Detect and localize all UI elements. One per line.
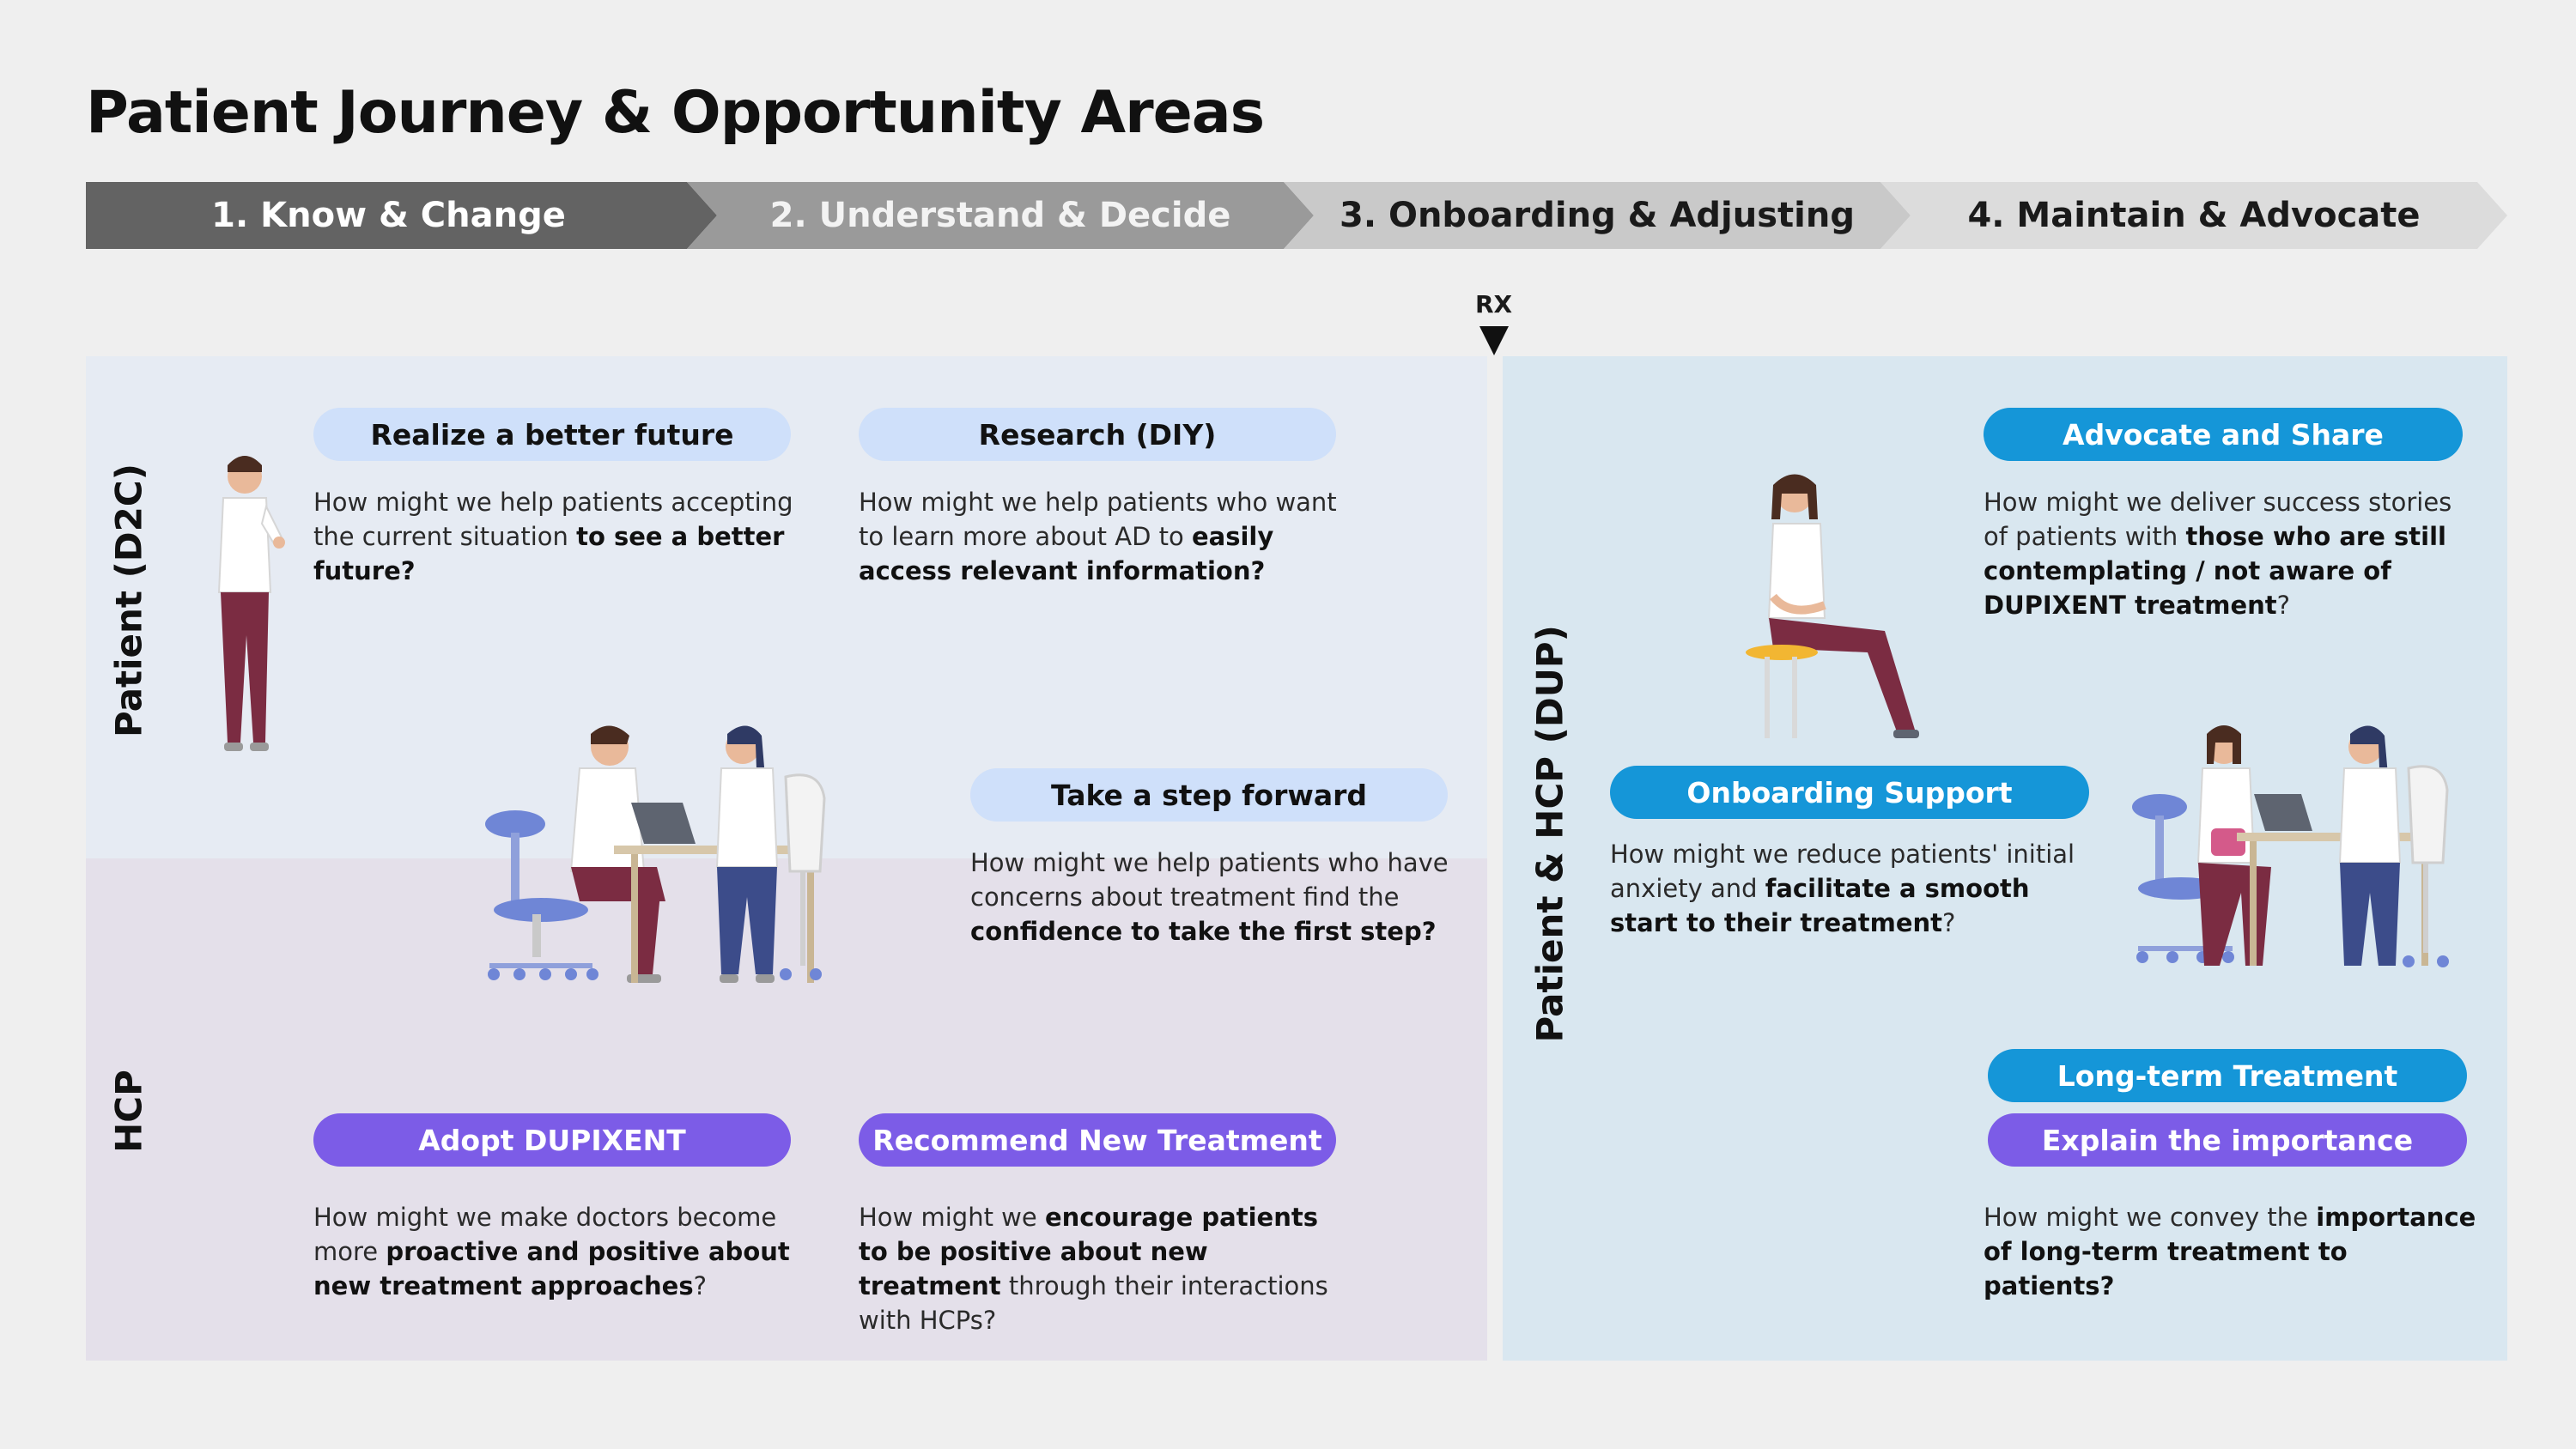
phase-2-shape <box>687 182 1314 249</box>
row-label-patient: Patient (D2C) <box>107 464 150 737</box>
rx-arrow-icon <box>1479 326 1509 355</box>
research-desc-text: How might we help patients who want to l… <box>859 488 1337 551</box>
recommend-desc-bold: encourage patients to be positive about … <box>859 1203 1318 1300</box>
longterm-desc-text: How might we convey the <box>1984 1203 2317 1232</box>
onboarding-pill: Onboarding Support <box>1610 766 2089 819</box>
adopt-desc-bold: proactive and positive about new treatme… <box>313 1237 790 1300</box>
research-pill: Research (DIY) <box>859 408 1336 461</box>
realize-desc: How might we help patients accepting the… <box>313 485 803 588</box>
phase-4-label: 4. Maintain & Advocate <box>1967 196 2421 235</box>
recommend-desc: How might we encourage patients to be po… <box>859 1200 1340 1337</box>
onboarding-desc-end: ? <box>1942 908 1956 937</box>
onboarding-desc: How might we reduce patients' initial an… <box>1610 837 2099 940</box>
seated-woman-illustration <box>1746 474 1919 738</box>
longterm-pill: Long-term Treatment <box>1988 1049 2467 1102</box>
recommend-desc-text: How might we <box>859 1203 1045 1232</box>
rx-label: RX <box>1475 290 1513 318</box>
longterm-desc: How might we convey the importance of lo… <box>1984 1200 2482 1303</box>
step-desc: How might we help patients who have conc… <box>970 846 1468 949</box>
realize-pill: Realize a better future <box>313 408 791 461</box>
adopt-desc-text: How might we make doctors become more <box>313 1203 777 1266</box>
row-label-hcp: HCP <box>107 1070 150 1153</box>
phase-2: 2. Understand & Decide <box>687 182 1314 249</box>
right-consultation-illustration <box>2132 725 2449 967</box>
recommend-desc-end: through their interactions with HCPs? <box>859 1271 1328 1335</box>
realize-desc-text: How might we help patients accepting the… <box>313 488 793 551</box>
page-title: Patient Journey & Opportunity Areas <box>86 79 1265 147</box>
explain-pill: Explain the importance <box>1988 1113 2467 1167</box>
longterm-desc-bold: importance of long-term treatment to pat… <box>1984 1203 2476 1300</box>
step-pill: Take a step forward <box>970 768 1448 822</box>
adopt-pill: Adopt DUPIXENT <box>313 1113 791 1167</box>
consultation-illustration <box>485 725 826 983</box>
advocate-desc-end: ? <box>2276 591 2291 620</box>
phase-1-shape <box>86 182 717 249</box>
phase-1-label: 1. Know & Change <box>211 196 566 235</box>
advocate-desc-text: How might we deliver success stories of … <box>1984 488 2452 551</box>
advocate-pill: Advocate and Share <box>1984 408 2463 461</box>
adopt-desc-end: ? <box>693 1271 708 1300</box>
onboarding-desc-text: How might we reduce patients' initial an… <box>1610 840 2075 903</box>
step-desc-bold: confidence to take the first step? <box>970 917 1437 946</box>
phase-2-label: 2. Understand & Decide <box>769 196 1231 235</box>
phase-3: 3. Onboarding & Adjusting <box>1284 182 1911 249</box>
research-desc: How might we help patients who want to l… <box>859 485 1340 588</box>
phase-4-shape <box>1880 182 2507 249</box>
advocate-desc-bold: those who are still contemplating / not … <box>1984 522 2446 620</box>
advocate-desc: How might we deliver success stories of … <box>1984 485 2482 622</box>
phase-3-label: 3. Onboarding & Adjusting <box>1340 196 1855 235</box>
recommend-pill: Recommend New Treatment <box>859 1113 1336 1167</box>
phase-1: 1. Know & Change <box>86 182 717 249</box>
row-label-right: Patient & HCP (DUP) <box>1528 625 1571 1043</box>
hcp-row-panel <box>86 858 1487 1361</box>
phase-4: 4. Maintain & Advocate <box>1880 182 2507 249</box>
onboarding-desc-bold: facilitate a smooth start to their treat… <box>1610 874 2030 937</box>
phase-3-shape <box>1284 182 1911 249</box>
research-desc-bold: easily access relevant information? <box>859 522 1274 585</box>
standing-man-illustration <box>217 456 285 751</box>
realize-desc-bold: to see a better future? <box>313 522 785 585</box>
step-desc-text: How might we help patients who have conc… <box>970 848 1449 912</box>
adopt-desc: How might we make doctors become more pr… <box>313 1200 807 1303</box>
